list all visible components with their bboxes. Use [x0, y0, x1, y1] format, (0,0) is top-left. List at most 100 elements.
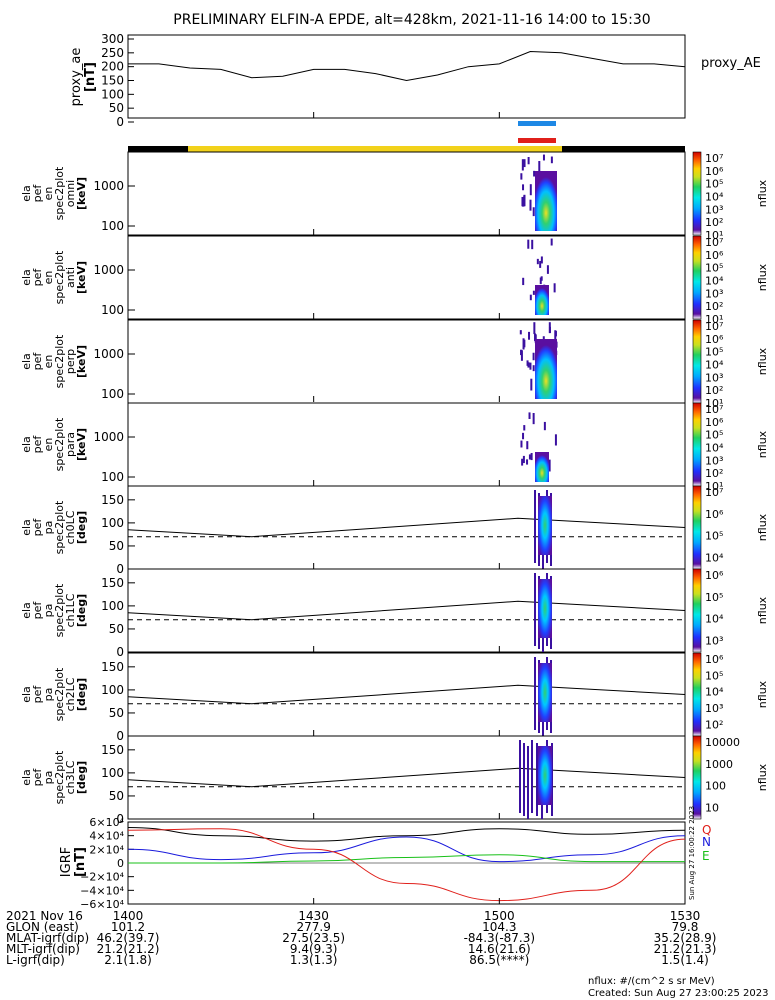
colorbar-tick-label: 10²: [705, 467, 723, 480]
ytick-label: 0: [116, 812, 124, 826]
flux-column: [534, 657, 536, 730]
panel-ylabel: ela: [20, 185, 33, 202]
proxy-ae-ylabel-2: [nT]: [83, 62, 98, 92]
panel-ylabel: [deg]: [75, 511, 88, 544]
colorbar-tick-label: 10⁶: [705, 165, 724, 178]
ytick-label: 50: [109, 706, 124, 720]
proxy-ae-frame: [127, 34, 686, 119]
flux-pixel: [521, 159, 524, 171]
flux-pixel: [522, 338, 525, 350]
colorbar-tick-label: 10¹: [705, 229, 723, 242]
flux-pixel: [532, 412, 535, 425]
footer-row-value: 1.3(1.3): [290, 953, 338, 967]
panel-ylabel: [keV]: [75, 177, 88, 210]
colorbar: [692, 235, 702, 320]
ytick-label: 50: [109, 789, 124, 803]
flux-pixel: [531, 239, 534, 250]
ephemeris-footer: 2021 Nov 16 1400 1430 1500 1530 GLON (east) 10…: [6, 909, 716, 967]
panel-ylabel: spec2plot: [53, 166, 66, 220]
colorbar-tick-label: 10⁵: [705, 178, 723, 191]
colorbar-tick-label: 10⁶: [705, 508, 724, 521]
colorbar-tick-label: 10⁷: [705, 152, 723, 165]
igrf-ylabel-2: [nT]: [73, 847, 88, 877]
panel-frame: [127, 485, 686, 570]
colorbar-tick-label: 10⁵: [705, 429, 723, 442]
panel-ylabel: ela: [20, 602, 33, 619]
footer-row-value: 9.4(9.3): [290, 942, 338, 956]
panel-frame: [127, 735, 686, 820]
red-interval-bar: [518, 138, 556, 143]
colorbar-tick-label: 10⁷: [705, 236, 723, 249]
footer-row-value: -84.3(-87.3): [464, 931, 535, 945]
colorbar-tick-label: 10⁵: [705, 669, 723, 682]
panel-ylabel: pa: [42, 688, 55, 702]
footer-row-value: 35.2(28.9): [654, 931, 717, 945]
interval-bars: [128, 121, 685, 152]
panel-ylabel: anti: [64, 267, 77, 288]
panel-ylabel: para: [64, 432, 77, 457]
colorbar-tick-label: 10⁷: [705, 486, 723, 499]
panel-ylabel: pa: [42, 604, 55, 618]
panel-ylabel: [keV]: [75, 345, 88, 378]
flux-pixel: [526, 441, 529, 450]
colorbar-tick-label: 10⁵: [705, 262, 723, 275]
flux-column: [523, 743, 525, 816]
panel-ylabel: omni: [64, 180, 77, 207]
panel-ylabel: pef: [31, 601, 44, 620]
flux-pixel: [529, 294, 532, 301]
colorbar-tick-label: 10⁴: [705, 686, 724, 699]
colorbar-tick-label: 10³: [705, 371, 723, 384]
ytick-label: 1000: [93, 263, 124, 277]
panel-ch3: elapefpaspec2plotch3LC[deg]1000010001001…: [20, 735, 769, 826]
igrf-n-line: [127, 835, 686, 863]
vertical-timestamp: Sun Aug 27 16:00:22 2023: [688, 806, 696, 900]
ytick-label: 1000: [93, 347, 124, 361]
panel-ylabel: pef: [31, 184, 44, 203]
colorbar-tick-label: 10²: [705, 718, 723, 731]
flux-pixel: [520, 349, 523, 356]
flux-pixel: [553, 283, 556, 293]
colorbar-tick-label: 10²: [705, 384, 723, 397]
colorbar-label: nflux: [756, 347, 769, 375]
loss-cone-line: [127, 767, 686, 788]
flux-pixel: [534, 334, 537, 344]
footer-row-value: 101.2: [111, 920, 145, 934]
panel-ylabel: en: [42, 271, 55, 285]
ytick-label: 100: [101, 683, 124, 697]
footer-row-value: 79.8: [672, 920, 699, 934]
colorbar-label: nflux: [756, 179, 769, 207]
ytick-label: 150: [101, 576, 124, 590]
panel-ylabel: perp: [64, 349, 77, 374]
footer-row-label: GLON (east): [6, 920, 79, 934]
colorbar-tick-label: 10⁶: [705, 249, 724, 262]
colorbar-tick-label: 10⁷: [705, 403, 723, 416]
footer-row-value: 1500: [484, 909, 515, 923]
colorbar-tick-label: 1000: [705, 758, 733, 771]
footer-row-label: MLAT-igrf(dip): [6, 931, 89, 945]
panel-ylabel: [keV]: [75, 261, 88, 294]
footer-row-value: 2.1(1.8): [104, 953, 152, 967]
panel-ylabel: ela: [20, 686, 33, 703]
ytick-label: 0: [116, 729, 124, 743]
loss-cone-line: [127, 684, 686, 705]
colorbar-tick-label: 10⁴: [705, 551, 724, 564]
flux-pixel: [532, 352, 535, 361]
yellow-bar: [188, 146, 562, 152]
created-stamp: Created: Sun Aug 27 23:00:25 2023: [588, 988, 768, 999]
panel-frame: [127, 235, 686, 320]
ytick-label: 150: [101, 660, 124, 674]
panel-ylabel: ch3LC: [64, 760, 77, 794]
flux-pixel: [528, 454, 531, 460]
flux-pixel: [527, 239, 530, 249]
flux-column: [536, 743, 538, 816]
ytick-label: 100: [101, 766, 124, 780]
footer-row-value: 1.5(1.4): [661, 953, 709, 967]
proxy-ae-ytick-label: 50: [109, 101, 124, 115]
panel-ylabel: pa: [42, 771, 55, 785]
black-bar-left: [128, 146, 188, 152]
panel-perp: elapefenspec2plotperp[keV]10⁷10⁶10⁵10⁴10…: [20, 319, 769, 410]
footer-row-value: 1430: [298, 909, 329, 923]
